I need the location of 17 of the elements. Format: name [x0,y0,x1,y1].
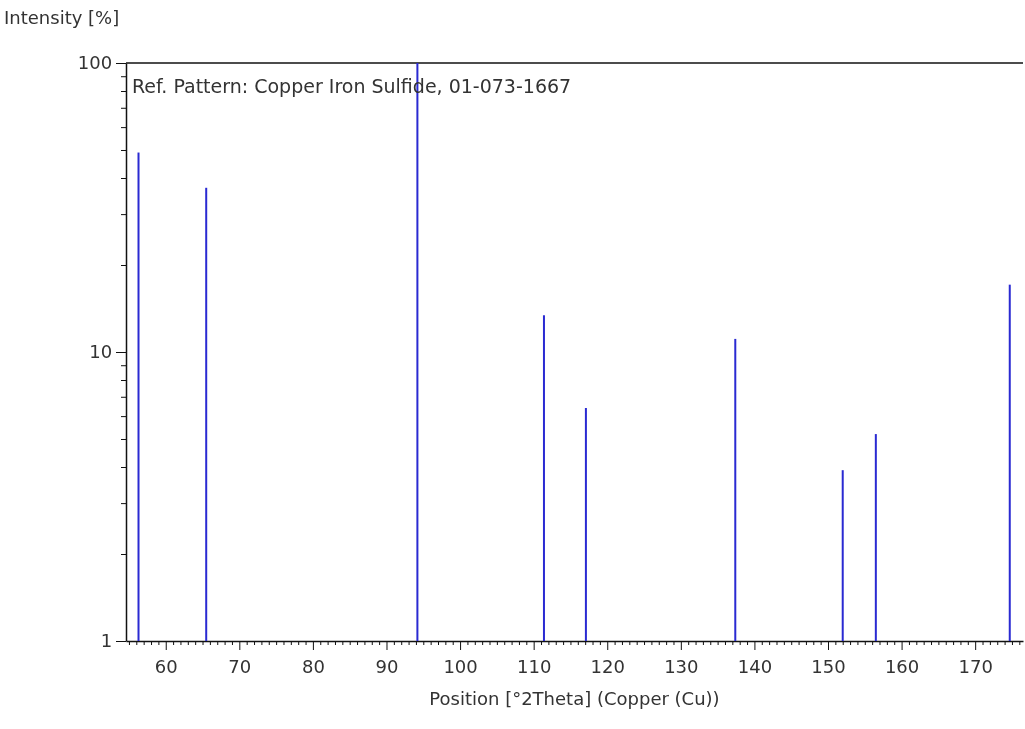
x-tick-label: 160 [884,655,920,677]
y-tick-label: 100 [77,52,113,74]
x-tick-label: 120 [590,655,625,677]
x-tick-label: 140 [737,655,773,677]
x-tick-label: 70 [228,655,252,677]
x-tick-label: 100 [443,655,478,677]
x-tick-label: 90 [375,655,399,677]
x-tick-label: 170 [958,655,993,677]
x-tick-label: 80 [301,655,325,677]
x-axis-title: Position [°2Theta] (Copper (Cu)) [429,688,720,709]
x-tick-label: 110 [516,655,552,677]
x-tick-label: 60 [154,655,178,677]
y-axis-title: Intensity [%] [4,7,120,28]
x-tick-label: 130 [664,655,699,677]
x-tick-label: 150 [811,655,846,677]
y-tick-label: 10 [89,341,113,363]
y-tick-label: 1 [100,630,113,652]
